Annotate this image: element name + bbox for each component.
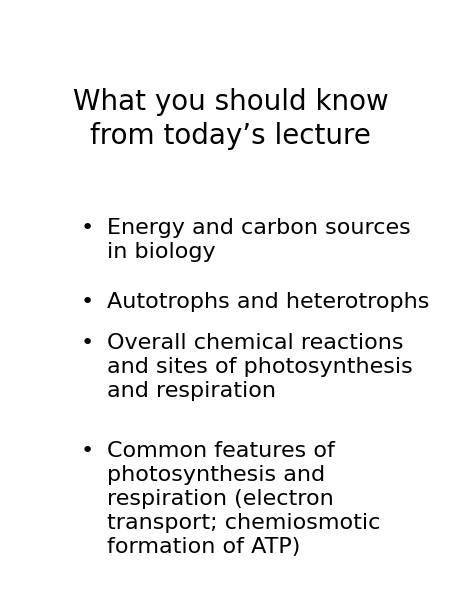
Text: •: •: [81, 332, 94, 353]
Text: Energy and carbon sources
in biology: Energy and carbon sources in biology: [107, 218, 410, 262]
Text: Common features of
photosynthesis and
respiration (electron
transport; chemiosmo: Common features of photosynthesis and re…: [107, 440, 380, 557]
Text: What you should know
from today’s lecture: What you should know from today’s lectur…: [73, 88, 388, 149]
Text: Overall chemical reactions
and sites of photosynthesis
and respiration: Overall chemical reactions and sites of …: [107, 332, 413, 401]
Text: •: •: [81, 292, 94, 312]
Text: Autotrophs and heterotrophs: Autotrophs and heterotrophs: [107, 292, 429, 312]
Text: •: •: [81, 218, 94, 238]
Text: •: •: [81, 440, 94, 461]
